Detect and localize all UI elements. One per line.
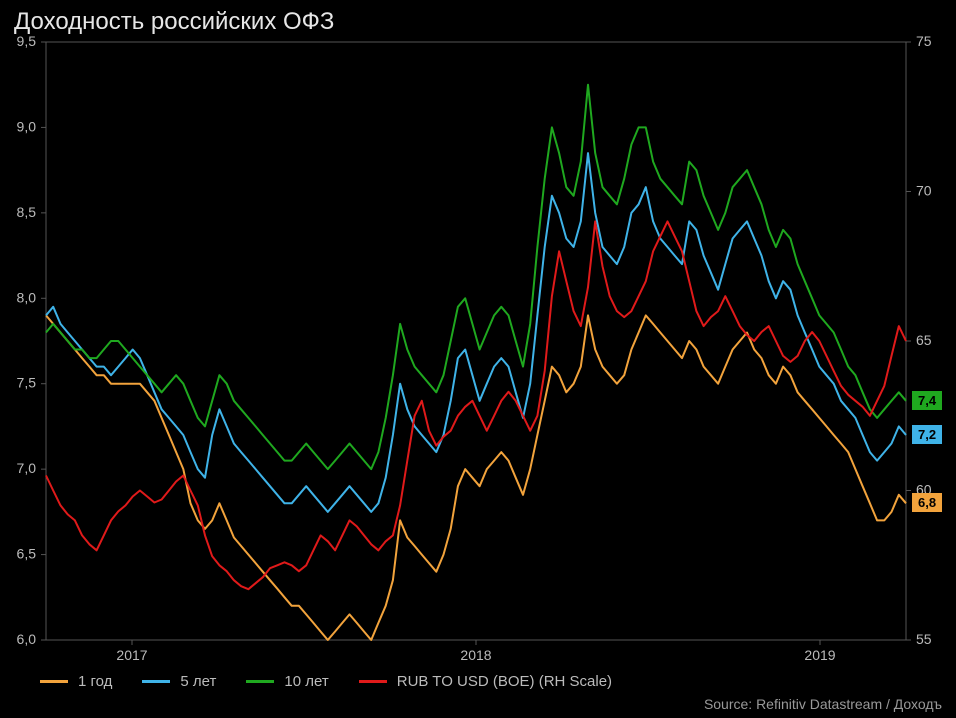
chart-root: Доходность российских ОФЗ 6,06,57,07,58,… [0,0,956,718]
y-right-label: 75 [916,33,932,49]
series-end-label: 6,8 [912,493,942,512]
legend: 1 год 5 лет 10 лет RUB TO USD (BOE) (RH Sca… [40,673,612,690]
y-left-label: 7,5 [17,375,37,391]
series-line [46,221,906,589]
source-attribution: Source: Refinitiv Datastream / Доходъ [704,696,942,712]
x-label: 2017 [116,647,147,663]
chart-svg: 6,06,57,07,58,08,59,09,55560657075201720… [0,0,956,718]
y-left-label: 6,5 [17,546,37,562]
legend-item: 10 лет [246,673,328,690]
series-line [46,153,906,512]
legend-item: RUB TO USD (BOE) (RH Scale) [359,673,612,690]
y-left-label: 8,5 [17,204,37,220]
legend-item: 1 год [40,673,112,690]
legend-swatch [40,680,68,683]
x-label: 2019 [804,647,835,663]
x-label: 2018 [460,647,491,663]
y-left-label: 8,0 [17,289,37,305]
legend-label: 1 год [78,673,112,690]
y-right-label: 55 [916,631,932,647]
y-left-label: 6,0 [17,631,37,647]
legend-swatch [142,680,170,683]
series-end-label: 7,2 [912,425,942,444]
legend-label: RUB TO USD (BOE) (RH Scale) [397,673,612,690]
series-line [46,85,906,469]
y-left-label: 7,0 [17,460,37,476]
legend-swatch [246,680,274,683]
legend-swatch [359,680,387,683]
y-left-label: 9,0 [17,118,37,134]
legend-label: 10 лет [284,673,328,690]
legend-label: 5 лет [180,673,216,690]
y-left-label: 9,5 [17,33,37,49]
series-end-label: 7,4 [912,391,942,410]
legend-item: 5 лет [142,673,216,690]
series-line [46,315,906,640]
y-right-label: 70 [916,183,932,199]
y-right-label: 65 [916,332,932,348]
